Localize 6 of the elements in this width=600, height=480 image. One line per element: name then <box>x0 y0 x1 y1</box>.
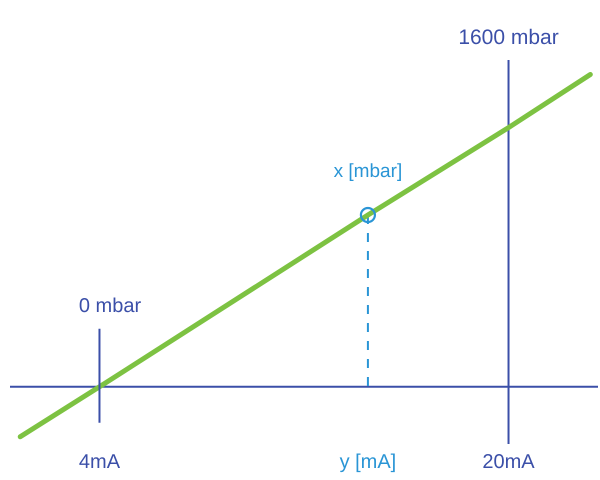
x-tick-label: 4mA <box>78 451 121 473</box>
ref-line-label: 1600 mbar <box>458 26 559 49</box>
annotation: 0 mbar <box>78 295 142 317</box>
x-tick-label: 20mA <box>482 451 536 473</box>
x-tick-label: y [mA] <box>340 451 396 473</box>
series-label: x [mbar] <box>334 161 402 182</box>
